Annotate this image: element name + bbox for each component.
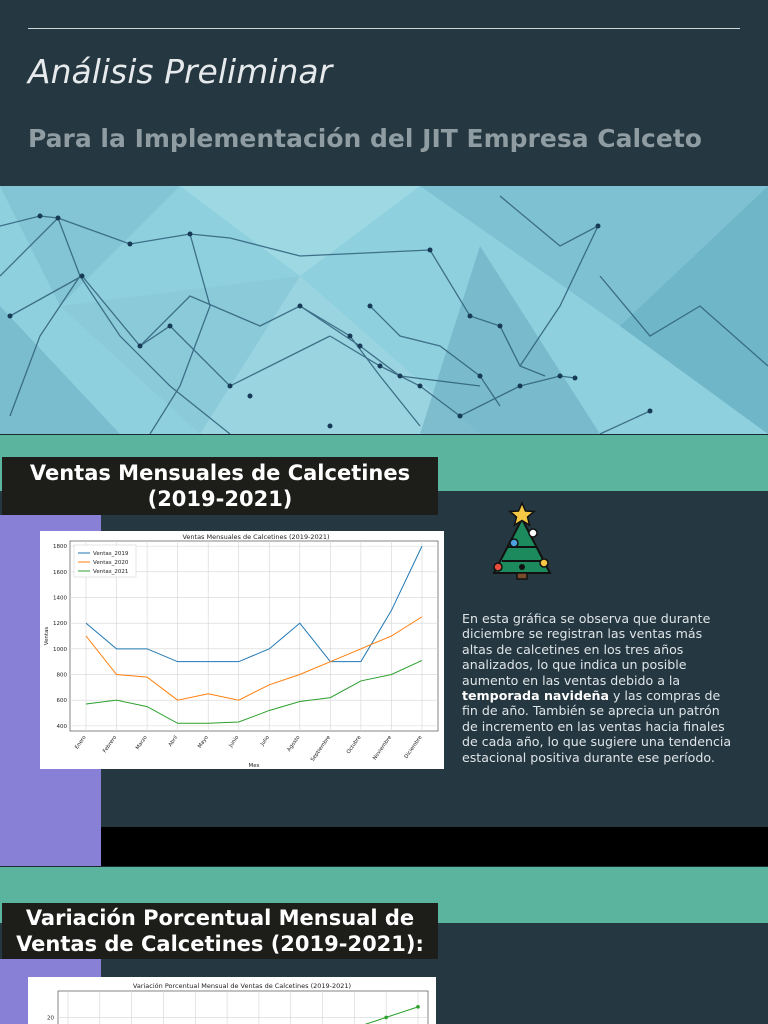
plot-area	[69, 540, 439, 732]
y-tick-label: 1400	[53, 595, 67, 601]
black-band	[101, 827, 768, 867]
x-axis-label: Mes	[249, 763, 260, 769]
page-title: Análisis Preliminar	[28, 52, 333, 91]
x-tick-label: Agosto	[286, 735, 301, 753]
chart-title: Ventas Mensuales de Calcetines (2019-202…	[182, 533, 329, 541]
x-tick-label: Enero	[74, 735, 87, 751]
legend-label: Ventas_2019	[93, 551, 129, 557]
page-subtitle: Para la Implementación del JIT Empresa C…	[28, 124, 702, 153]
series-line-ventas_2020	[85, 616, 423, 701]
header-divider	[28, 28, 740, 29]
y-tick-label: 1000	[53, 647, 67, 653]
x-tick-label: Marzo	[135, 735, 149, 751]
x-tick-label: Junio	[228, 735, 241, 750]
description-text-end: y las compras de fin de año. También se …	[462, 688, 732, 765]
christmas-tree-icon	[492, 501, 552, 580]
x-tick-label: Mayo	[197, 735, 210, 750]
monthly-sales-chart: Ventas Mensuales de Calcetines (2019-202…	[40, 531, 444, 769]
y-tick-label: 1800	[53, 544, 67, 550]
chart-title: Variación Porcentual Mensual de Ventas d…	[133, 982, 351, 990]
y-tick-label: 1600	[53, 570, 67, 576]
description-text: En esta gráfica se observa que durante d…	[462, 611, 711, 688]
x-tick-label: Febrero	[102, 735, 118, 754]
legend-box	[73, 544, 137, 578]
network-banner-image	[0, 186, 768, 434]
x-tick-label: Septiembre	[310, 735, 332, 763]
x-tick-label: Diciembre	[404, 735, 424, 760]
percent-variation-chart: Variación Porcentual Mensual de Ventas d…	[28, 977, 436, 1024]
y-tick-label: 1200	[53, 621, 67, 627]
series-point	[384, 1015, 388, 1020]
description-highlight: temporada navideña	[462, 688, 609, 704]
x-tick-label: Noviembre	[372, 735, 393, 762]
y-tick-label: 600	[57, 698, 68, 704]
section-heading: Ventas Mensuales de Calcetines (2019-202…	[2, 457, 438, 515]
series-line-ventas_2019	[85, 545, 423, 663]
plot-area	[57, 990, 429, 1024]
legend-label: Ventas_2020	[93, 560, 129, 566]
y-tick-label: 20	[47, 1015, 54, 1021]
x-tick-label: Octubre	[346, 735, 363, 755]
y-tick-label: 400	[57, 724, 68, 730]
legend-label: Ventas_2021	[93, 569, 128, 575]
section-heading: Variación Porcentual Mensual de Ventas d…	[2, 903, 438, 959]
series-line-ventas_2021	[85, 659, 423, 724]
x-tick-label: Abril	[168, 735, 180, 748]
header: Análisis Preliminar Para la Implementaci…	[0, 0, 768, 186]
x-tick-label: Julio	[259, 735, 271, 748]
y-tick-label: 800	[57, 673, 68, 679]
monthly-sales-section: Ventas Mensuales de Calcetines (2019-202…	[0, 434, 768, 867]
chart-description: En esta gráfica se observa que durante d…	[462, 611, 734, 765]
percent-variation-section: Variación Porcentual Mensual de Ventas d…	[0, 866, 768, 1024]
series-point	[416, 1005, 420, 1009]
y-axis-label: Ventas	[44, 627, 50, 646]
